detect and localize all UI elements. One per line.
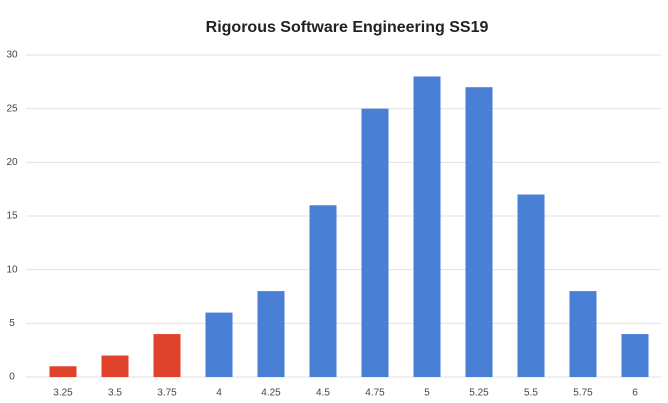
bar xyxy=(101,355,129,377)
bar xyxy=(49,366,77,377)
x-tick-label: 4.75 xyxy=(365,388,385,399)
bar xyxy=(569,291,597,377)
bar xyxy=(153,334,181,377)
y-tick-label: 15 xyxy=(6,211,18,222)
bar xyxy=(621,334,649,377)
bar xyxy=(309,205,337,377)
x-tick-label: 5.25 xyxy=(469,388,489,399)
x-tick-label: 4.5 xyxy=(316,388,330,399)
bar xyxy=(257,291,285,377)
bar xyxy=(517,194,545,377)
x-tick-label: 4.25 xyxy=(261,388,281,399)
x-tick-label: 5 xyxy=(424,388,430,399)
chart-title: Rigorous Software Engineering SS19 xyxy=(206,19,489,36)
x-tick-label: 5.5 xyxy=(524,388,538,399)
y-tick-label: 10 xyxy=(6,264,18,275)
x-tick-label: 3.75 xyxy=(157,388,177,399)
bar xyxy=(413,76,441,377)
x-tick-label: 6 xyxy=(632,388,638,399)
bar xyxy=(465,87,493,377)
y-tick-label: 25 xyxy=(6,103,18,114)
x-tick-label: 5.75 xyxy=(573,388,593,399)
y-tick-label: 30 xyxy=(6,50,18,61)
y-tick-label: 5 xyxy=(9,318,15,329)
x-tick-label: 4 xyxy=(216,388,222,399)
x-tick-label: 3.5 xyxy=(108,388,122,399)
bar xyxy=(205,312,233,377)
bar xyxy=(361,108,389,378)
y-tick-label: 0 xyxy=(9,372,15,383)
y-tick-label: 20 xyxy=(6,157,18,168)
x-tick-label: 3.25 xyxy=(53,388,73,399)
